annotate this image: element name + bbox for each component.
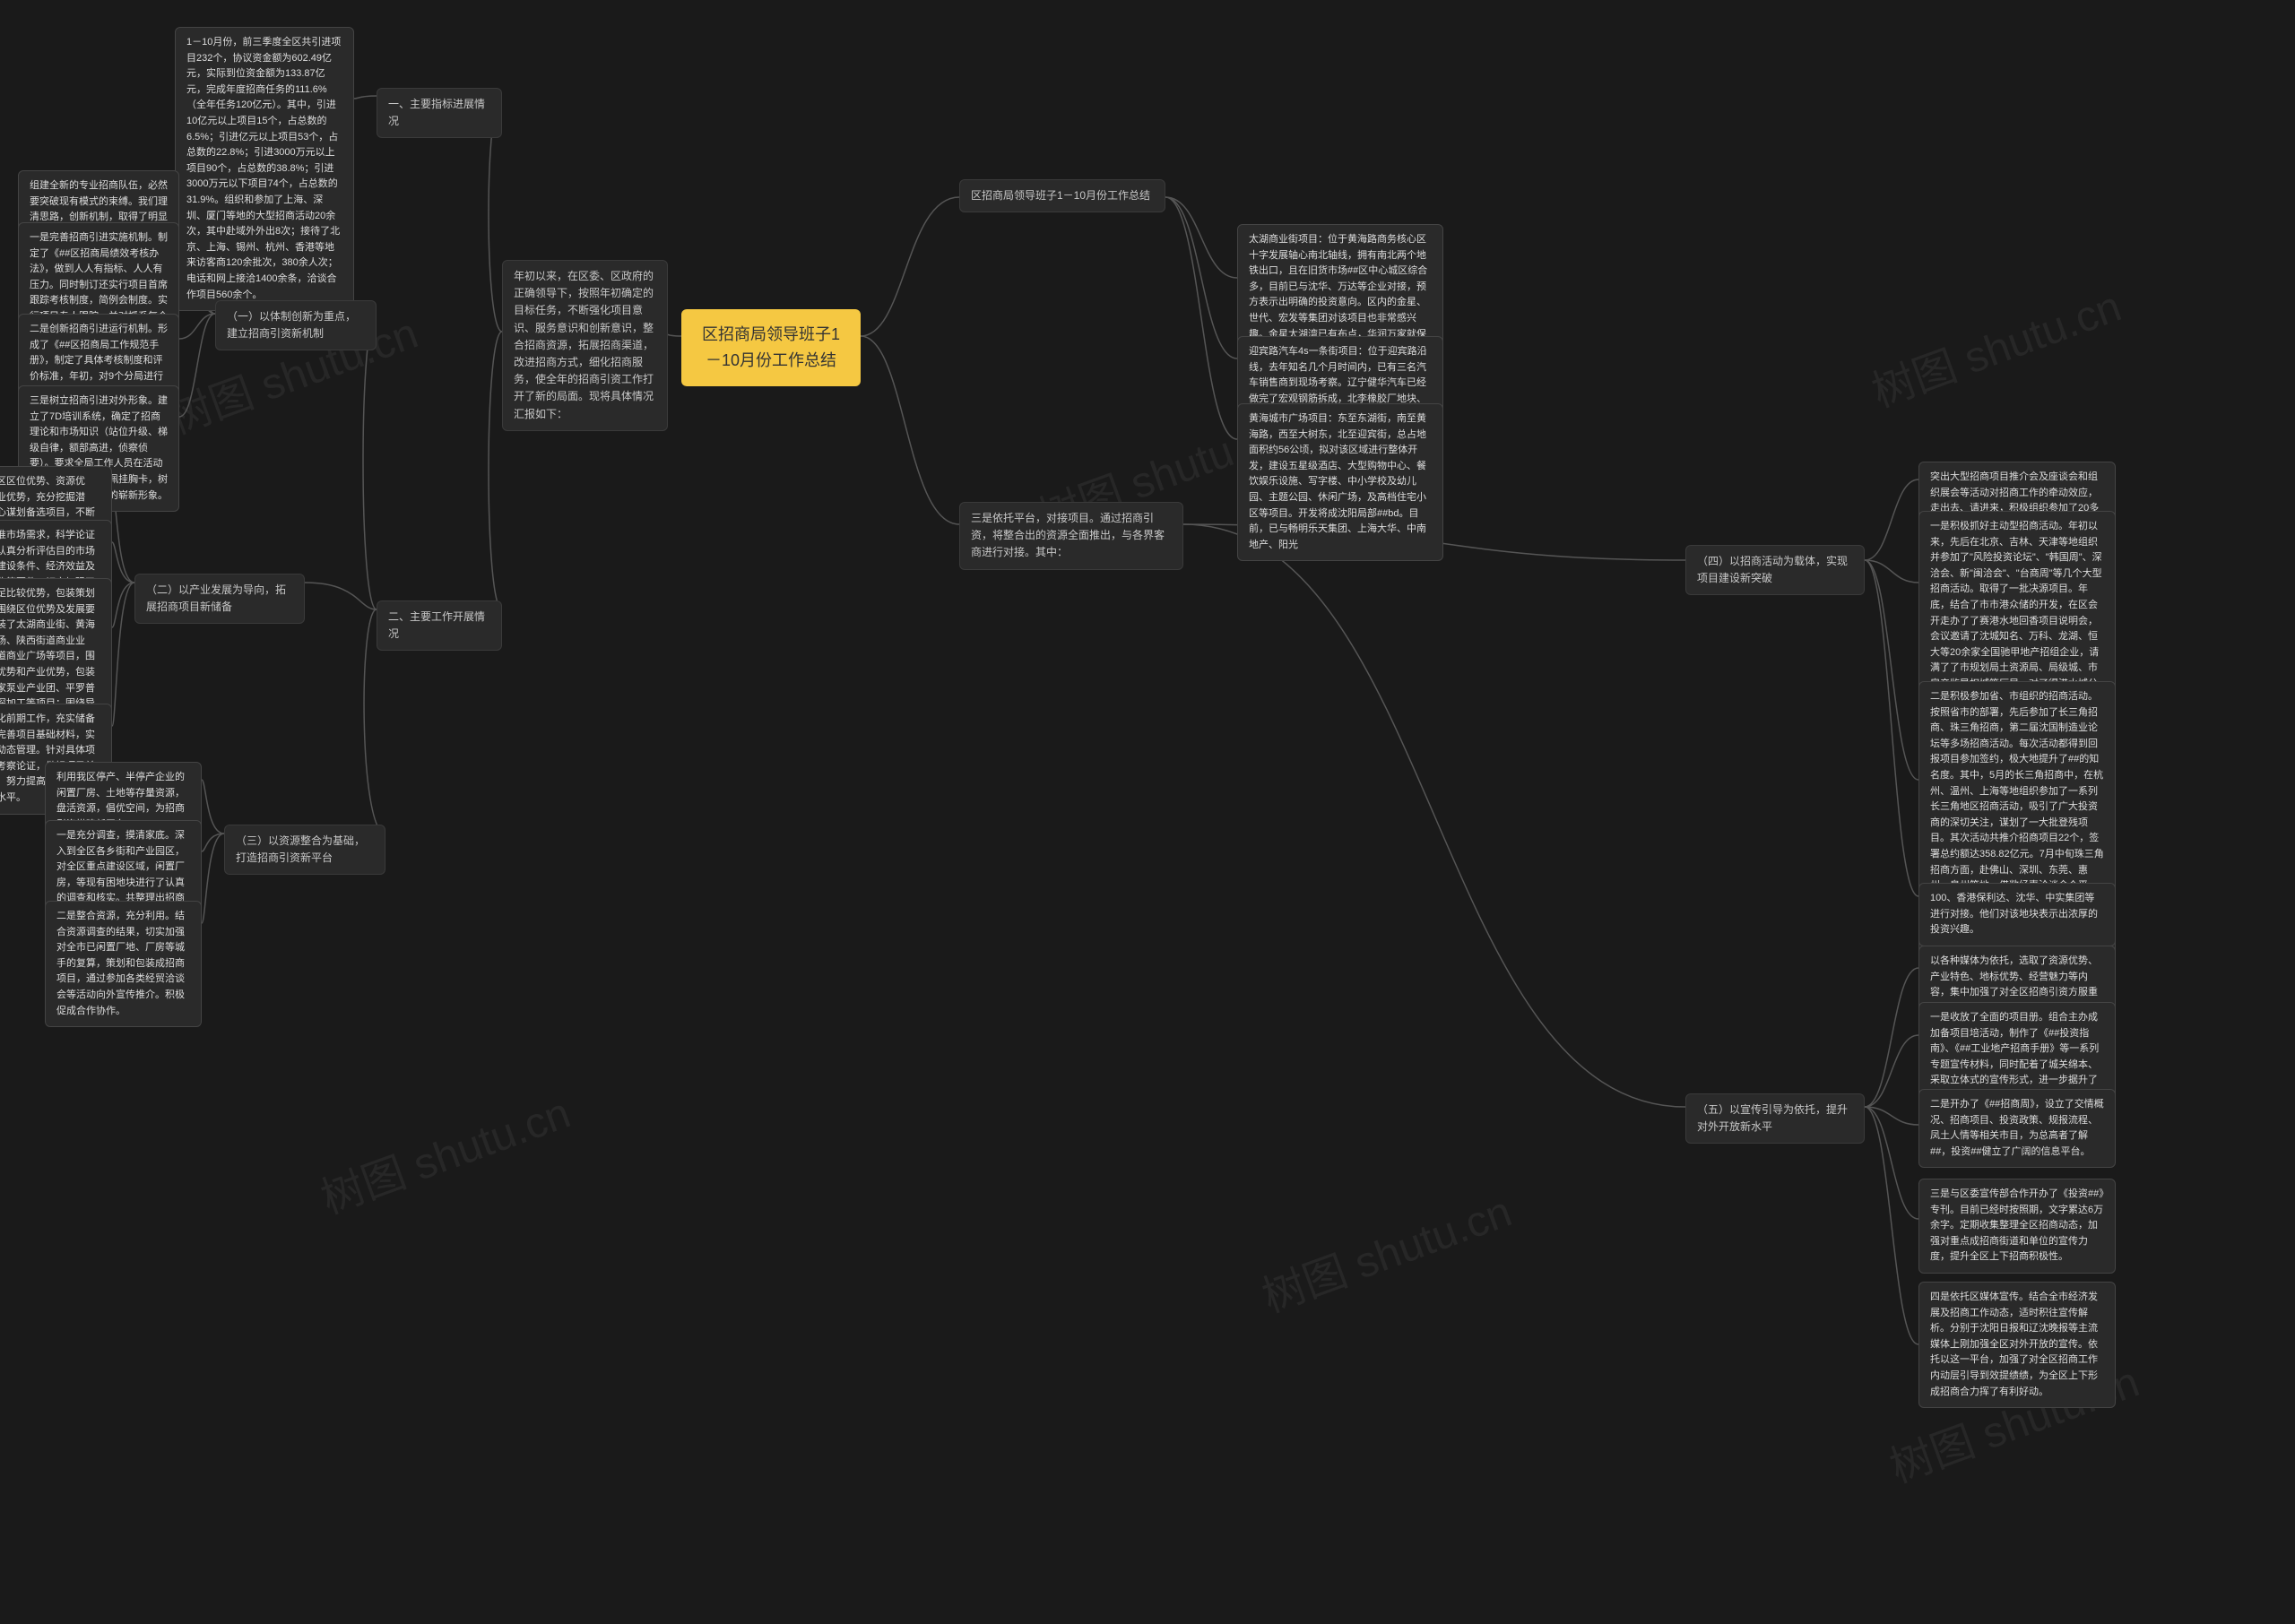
section-label: 一、主要指标进展情况 — [388, 98, 485, 127]
watermark: 树图 shutu.cn — [1862, 271, 2128, 419]
section-2[interactable]: 二、主要工作开展情况 — [377, 600, 502, 651]
branch-label: 区招商局领导班子1－10月份工作总结 — [971, 189, 1150, 202]
leaf-b3-2[interactable]: 二是整合资源，充分利用。结合资源调查的结果，切实加强对全市已闲置厂地、厂房等城手… — [45, 901, 202, 1027]
leaf-text: 1－10月份，前三季度全区共引进项目232个，协议资金额为602.49亿元，实际… — [186, 37, 341, 300]
root-node[interactable]: 区招商局领导班子1－10月份工作总结 — [681, 309, 861, 386]
leaf-d3[interactable]: 黄海城市广场项目：东至东湖街，南至黄海路，西至大树东，北至迎宾街，总占地面积约5… — [1237, 403, 1443, 561]
leaf-rb5-2[interactable]: 二是开办了《##招商周》，设立了交情概况、招商项目、投资政策、规报流程、凤土人情… — [1918, 1089, 2116, 1168]
big-detail-1[interactable]: 1－10月份，前三季度全区共引进项目232个，协议资金额为602.49亿元，实际… — [175, 27, 354, 311]
section-label: 二、主要工作开展情况 — [388, 610, 485, 640]
leaf-text: 100、香港保利达、沈华、中实集团等进行对接。他们对该地块表示出浓厚的投资兴趣。 — [1930, 893, 2098, 935]
branch-label: （二）以产业发展为导向，拓展招商项目新储备 — [146, 583, 286, 613]
leaf-text: 一是收放了全面的项目册。组合主办成加备项目培活动，制作了《##投资指南》、《##… — [1930, 1012, 2099, 1101]
branch-rb5[interactable]: （五）以宣传引导为依托，提升对外开放新水平 — [1685, 1093, 1865, 1144]
section-1[interactable]: 一、主要指标进展情况 — [377, 88, 502, 138]
leaf-rb5-4[interactable]: 四是依托区媒体宣传。结合全市经济发展及招商工作动态，适时积往宣传解析。分别于沈阳… — [1918, 1282, 2116, 1408]
leaf-text: 黄海城市广场项目：东至东湖街，南至黄海路，西至大树东，北至迎宾街，总占地面积约5… — [1249, 413, 1426, 550]
branch-b2[interactable]: （二）以产业发展为导向，拓展招商项目新储备 — [134, 574, 305, 624]
branch-r1[interactable]: 区招商局领导班子1－10月份工作总结 — [959, 179, 1165, 212]
branch-label: （四）以招商活动为载体，实现项目建设新突破 — [1697, 555, 1848, 584]
root-label: 区招商局领导班子1－10月份工作总结 — [702, 325, 840, 369]
leaf-text: 四是依托区媒体宣传。结合全市经济发展及招商工作动态，适时积往宣传解析。分别于沈阳… — [1930, 1291, 2098, 1397]
branch-label: （一）以体制创新为重点，建立招商引资新机制 — [227, 310, 356, 340]
intro-text: 年初以来，在区委、区政府的正确领导下，按照年初确定的目标任务，不断强化项目意识、… — [514, 270, 654, 420]
intro-node[interactable]: 年初以来，在区委、区政府的正确领导下，按照年初确定的目标任务，不断强化项目意识、… — [502, 260, 668, 431]
branch-label: （三）以资源整合为基础，打造招商引资新平台 — [236, 834, 365, 864]
leaf-rb4-3[interactable]: 100、香港保利达、沈华、中实集团等进行对接。他们对该地块表示出浓厚的投资兴趣。 — [1918, 883, 2116, 946]
branch-label: 三是依托平台，对接项目。通过招商引资，将整合出的资源全面推出，与各界客商进行对接… — [971, 512, 1165, 558]
branch-label: （五）以宣传引导为依托，提升对外开放新水平 — [1697, 1103, 1848, 1133]
leaf-text: 二是整合资源，充分利用。结合资源调查的结果，切实加强对全市已闲置厂地、厂房等城手… — [56, 911, 185, 1016]
leaf-text: 二是开办了《##招商周》，设立了交情概况、招商项目、投资政策、规报流程、凤土人情… — [1930, 1099, 2104, 1157]
leaf-rb5-3[interactable]: 三是与区委宣传部合作开办了《投资##》专刊。目前已经时按照期，文字累达6万余字。… — [1918, 1179, 2116, 1274]
branch-r2[interactable]: 三是依托平台，对接项目。通过招商引资，将整合出的资源全面推出，与各界客商进行对接… — [959, 502, 1183, 570]
watermark: 树图 shutu.cn — [1252, 1176, 1519, 1324]
branch-b1[interactable]: （一）以体制创新为重点，建立招商引资新机制 — [215, 300, 377, 350]
branch-rb4[interactable]: （四）以招商活动为载体，实现项目建设新突破 — [1685, 545, 1865, 595]
branch-b3[interactable]: （三）以资源整合为基础，打造招商引资新平台 — [224, 825, 385, 875]
leaf-text: 三是与区委宣传部合作开办了《投资##》专刊。目前已经时按照期，文字累达6万余字。… — [1930, 1188, 2104, 1262]
watermark: 树图 shutu.cn — [311, 1077, 577, 1225]
